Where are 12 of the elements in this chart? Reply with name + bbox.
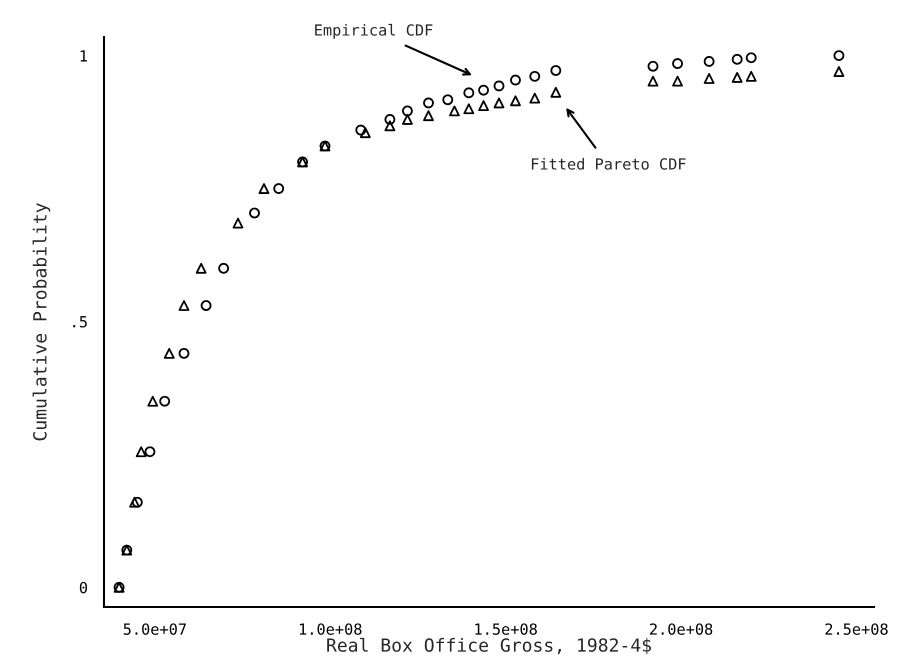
x-tick-label: 1.0e+08: [300, 623, 362, 635]
x-tick-label: 1.5e+08: [475, 623, 537, 635]
y-tick-label: .5: [73, 316, 87, 328]
annotation: Fitted Pareto CDF: [532, 158, 686, 170]
x-axis-title: Real Box Office Gross, 1982-4$: [327, 638, 652, 654]
y-tick-label: 0: [80, 582, 88, 594]
annotation: Empirical CDF: [315, 24, 432, 39]
x-tick-label: 5.0e+07: [124, 623, 186, 635]
x-tick-label: 2.0e+08: [650, 623, 712, 635]
x-tick-label: 2.5e+08: [825, 623, 888, 635]
y-axis-title: Cumulative Probability: [32, 203, 50, 440]
y-tick-label: 1: [80, 50, 87, 62]
